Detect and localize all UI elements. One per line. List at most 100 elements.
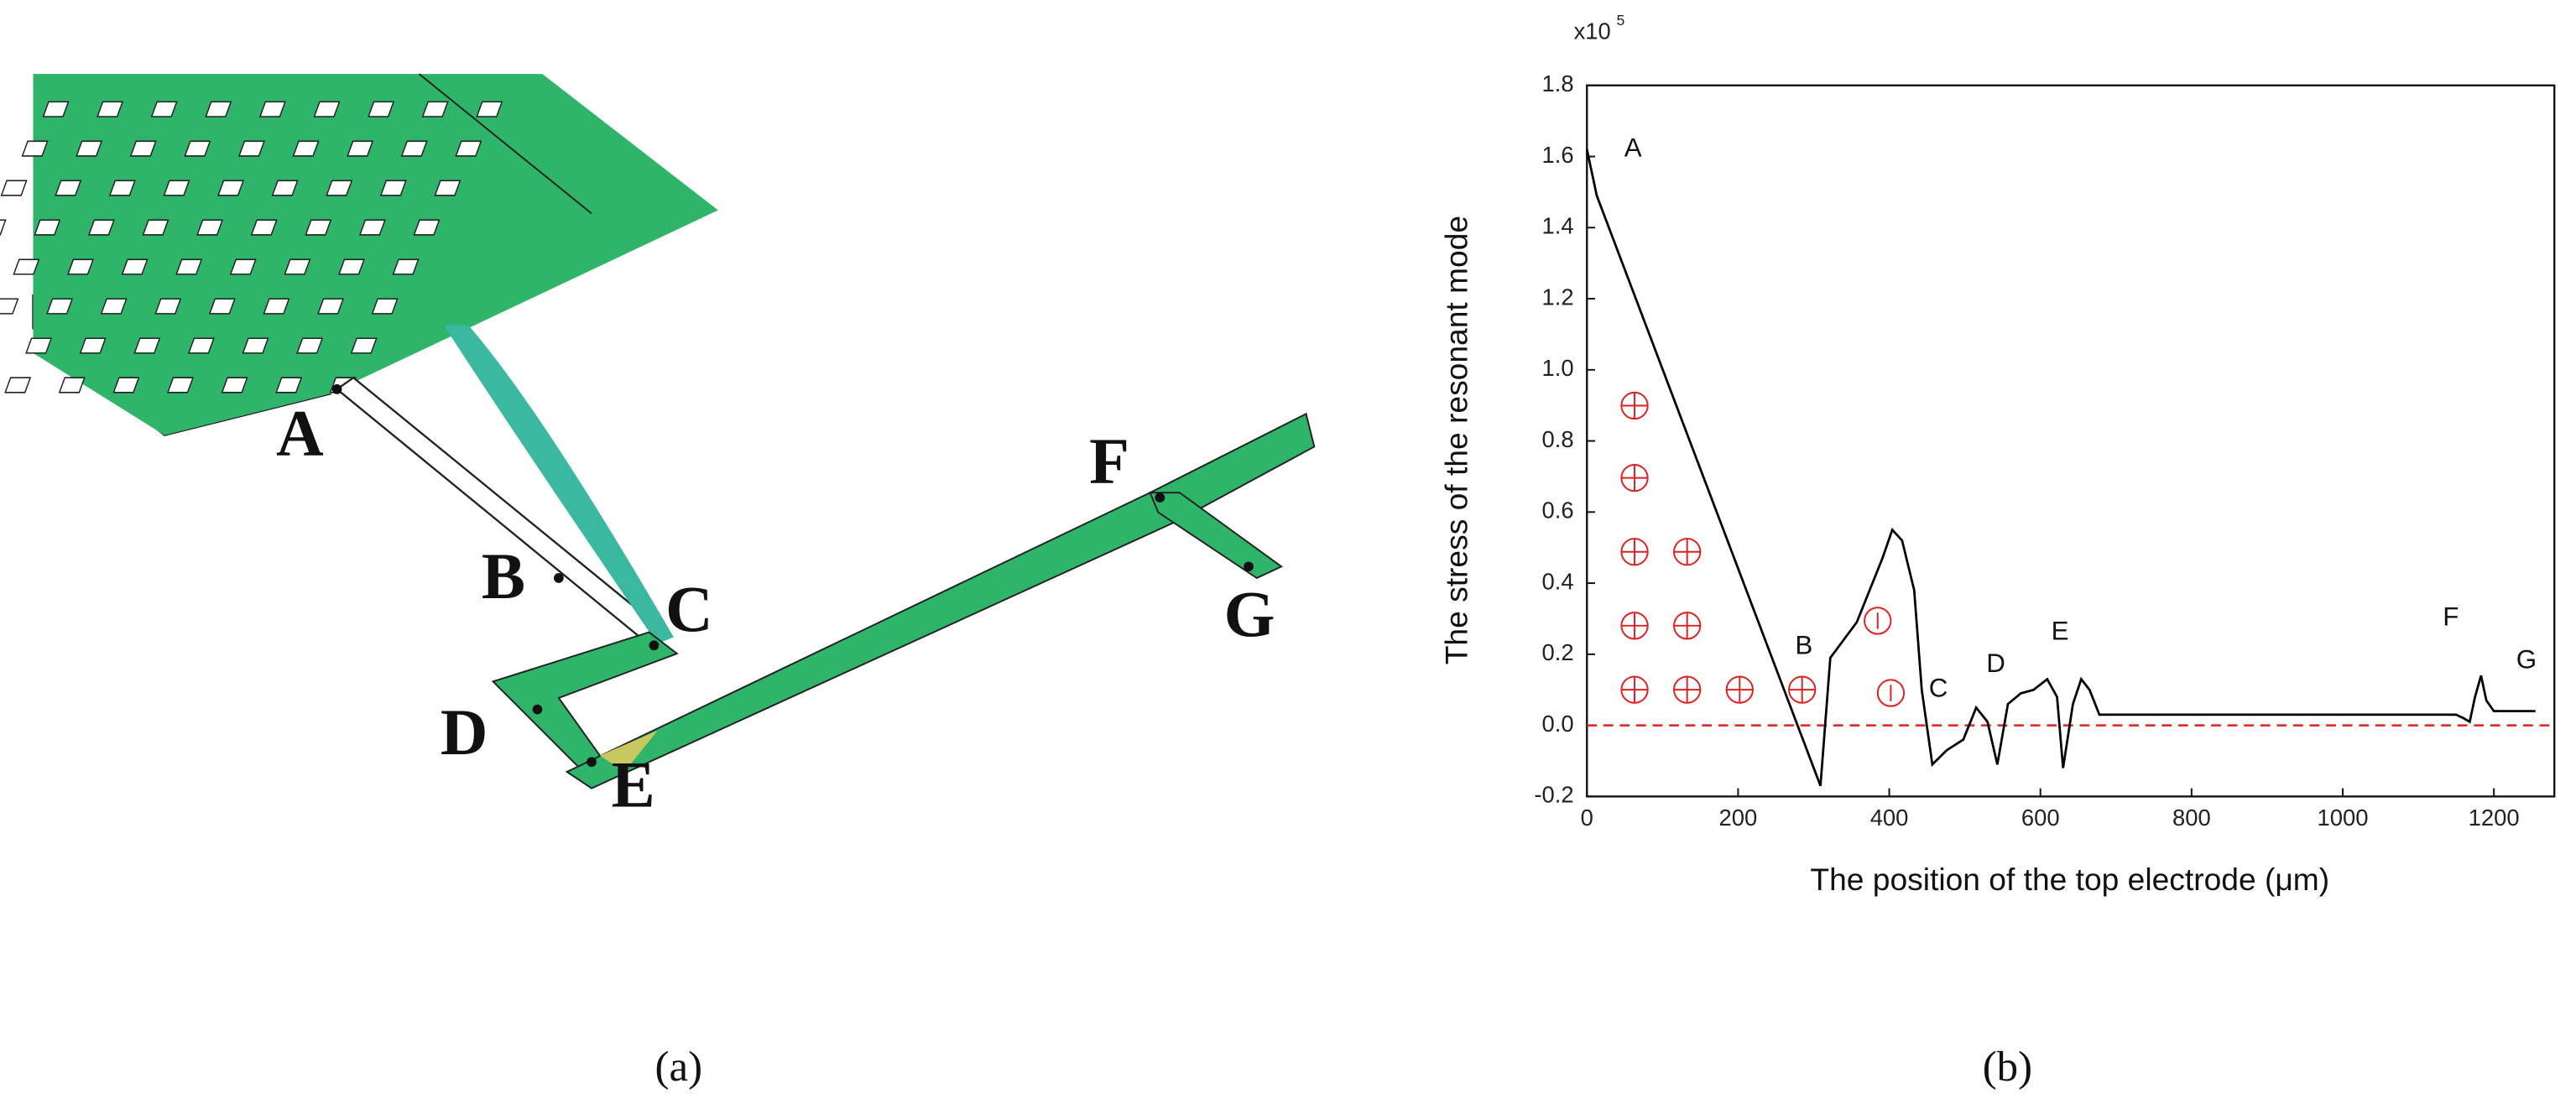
- hole: [263, 298, 290, 315]
- panel-a: A B C D E F G (a): [0, 73, 1316, 1091]
- point-label: A: [276, 397, 324, 470]
- plus-sign: [1674, 676, 1701, 703]
- point: [331, 384, 342, 394]
- annotation: A: [1624, 133, 1642, 162]
- plus-sign: [1726, 676, 1753, 703]
- y-tick-label: 0.0: [1542, 711, 1574, 737]
- y-tick-label: 0.6: [1542, 497, 1574, 524]
- hole: [0, 219, 7, 236]
- caption: (a): [655, 1044, 702, 1091]
- x-tick-label: 1200: [2469, 805, 2520, 831]
- hole: [96, 101, 124, 117]
- y-tick-label: 0.8: [1542, 426, 1574, 452]
- point-label: F: [1089, 425, 1129, 497]
- point-label: C: [665, 572, 713, 645]
- hole: [217, 180, 245, 196]
- y-tick-label: 1.2: [1542, 284, 1574, 310]
- hole: [184, 140, 211, 157]
- x-tick-label: 800: [2172, 805, 2211, 831]
- hole: [205, 101, 232, 117]
- point: [532, 704, 543, 715]
- sign-symbols: [1620, 391, 1906, 707]
- hole: [187, 337, 215, 354]
- annotation: C: [1929, 674, 1948, 703]
- point: [587, 757, 597, 768]
- hole: [166, 377, 194, 393]
- hole: [455, 140, 482, 157]
- hole: [368, 101, 395, 117]
- y-tick-label: 1.8: [1542, 70, 1574, 96]
- plate-edge: [418, 73, 592, 215]
- x-tick-label: 1000: [2318, 805, 2369, 831]
- hole: [271, 180, 299, 196]
- hole: [292, 140, 320, 157]
- plus-sign: [1621, 612, 1648, 639]
- minus-sign: [1864, 607, 1892, 635]
- x-tick-label: 200: [1719, 805, 1758, 831]
- hole: [476, 101, 503, 117]
- annotation: F: [2443, 602, 2459, 632]
- hole: [58, 377, 86, 393]
- hole: [400, 140, 428, 157]
- annotation: G: [2516, 645, 2537, 675]
- hole: [242, 337, 269, 354]
- point-label: D: [441, 695, 488, 768]
- holes: [0, 101, 503, 393]
- minus-sign: [1876, 679, 1906, 707]
- annotation: E: [2052, 617, 2069, 646]
- hole: [87, 219, 115, 236]
- hole: [208, 298, 236, 315]
- beam-g: [1149, 492, 1284, 580]
- y-axis-label: The stress of the resonant mode: [1438, 216, 1473, 664]
- hole: [392, 258, 420, 275]
- hole: [196, 219, 224, 236]
- hole: [13, 258, 40, 275]
- x-tick-label: 400: [1870, 805, 1909, 831]
- hole: [142, 219, 169, 236]
- point-label: G: [1224, 577, 1275, 650]
- hole: [347, 140, 374, 157]
- hole: [55, 180, 82, 196]
- x-tick-label: 0: [1581, 805, 1593, 831]
- plus-sign: [1621, 676, 1648, 703]
- hole: [129, 140, 157, 157]
- hole: [0, 180, 28, 196]
- hole: [21, 140, 49, 157]
- hole: [317, 298, 345, 315]
- data-line: [1585, 148, 2536, 787]
- beam-gradient: [599, 731, 658, 773]
- hole: [66, 258, 94, 275]
- annotation: B: [1795, 631, 1812, 660]
- y-tick-label: -0.2: [1534, 782, 1573, 808]
- hole: [350, 337, 378, 354]
- hole: [133, 337, 161, 354]
- hole: [413, 219, 441, 236]
- hole: [76, 140, 103, 157]
- plus-sign: [1674, 539, 1701, 565]
- hole: [100, 298, 128, 315]
- hole: [112, 377, 140, 393]
- point: [1244, 561, 1254, 572]
- hole: [371, 298, 399, 315]
- y-tick-label: 0.2: [1542, 639, 1574, 665]
- hole: [296, 337, 324, 354]
- hole: [163, 180, 190, 196]
- hole: [34, 219, 61, 236]
- x-axis-label: The position of the top electrode (μm): [1810, 862, 2329, 897]
- hole: [337, 258, 365, 275]
- y-tick-label: 1.4: [1542, 213, 1574, 239]
- point-label: E: [612, 748, 655, 820]
- hole: [79, 337, 107, 354]
- hole: [275, 377, 303, 393]
- hole: [326, 180, 353, 196]
- hole: [379, 180, 407, 196]
- annotation: D: [1986, 649, 2005, 678]
- y-tick-label: 1.0: [1542, 355, 1574, 381]
- hole: [229, 258, 257, 275]
- plus-sign: [1674, 612, 1701, 639]
- hole: [258, 101, 286, 117]
- plus-sign: [1789, 676, 1816, 703]
- hole: [154, 298, 182, 315]
- hole: [150, 101, 178, 117]
